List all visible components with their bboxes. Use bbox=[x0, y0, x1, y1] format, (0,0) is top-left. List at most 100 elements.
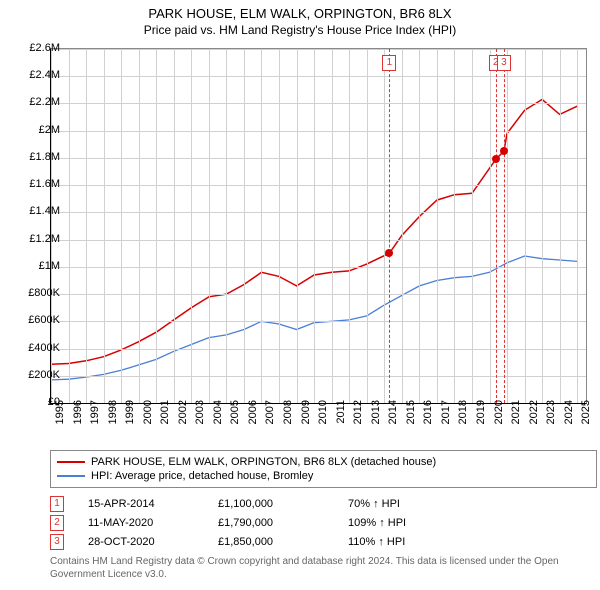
x-axis-label: 2005 bbox=[229, 400, 241, 440]
x-axis-label: 2003 bbox=[194, 400, 206, 440]
y-axis-label: £400K bbox=[12, 342, 60, 354]
gridline-h bbox=[51, 49, 586, 50]
x-axis-label: 2007 bbox=[264, 400, 276, 440]
legend-item: PARK HOUSE, ELM WALK, ORPINGTON, BR6 8LX… bbox=[57, 455, 590, 469]
gridline-v bbox=[437, 49, 438, 403]
gridline-v bbox=[174, 49, 175, 403]
gridline-v bbox=[507, 49, 508, 403]
x-axis-label: 1995 bbox=[54, 400, 66, 440]
x-axis-label: 2018 bbox=[457, 400, 469, 440]
gridline-h bbox=[51, 294, 586, 295]
gridline-h bbox=[51, 158, 586, 159]
gridline-v bbox=[402, 49, 403, 403]
x-axis-label: 2010 bbox=[317, 400, 329, 440]
sales-price: £1,850,000 bbox=[218, 536, 348, 548]
gridline-h bbox=[51, 76, 586, 77]
gridline-h bbox=[51, 321, 586, 322]
gridline-v bbox=[332, 49, 333, 403]
marker-flag: 3 bbox=[497, 55, 511, 71]
y-axis-label: £1.4M bbox=[12, 205, 60, 217]
y-axis-label: £1.6M bbox=[12, 178, 60, 190]
gridline-v bbox=[367, 49, 368, 403]
legend: PARK HOUSE, ELM WALK, ORPINGTON, BR6 8LX… bbox=[50, 450, 597, 488]
chart-subtitle: Price paid vs. HM Land Registry's House … bbox=[0, 23, 600, 37]
gridline-v bbox=[69, 49, 70, 403]
gridline-h bbox=[51, 376, 586, 377]
x-axis-label: 2004 bbox=[212, 400, 224, 440]
gridline-v bbox=[384, 49, 385, 403]
gridline-v bbox=[104, 49, 105, 403]
legend-item: HPI: Average price, detached house, Brom… bbox=[57, 469, 590, 483]
gridline-h bbox=[51, 349, 586, 350]
gridline-v bbox=[542, 49, 543, 403]
x-axis-label: 2011 bbox=[335, 400, 347, 440]
x-axis-label: 2025 bbox=[580, 400, 592, 440]
marker-line bbox=[504, 49, 505, 403]
legend-label: HPI: Average price, detached house, Brom… bbox=[91, 470, 313, 482]
y-axis-label: £2.6M bbox=[12, 42, 60, 54]
y-axis-label: £800K bbox=[12, 287, 60, 299]
x-axis-label: 1998 bbox=[107, 400, 119, 440]
y-axis-label: £2.2M bbox=[12, 96, 60, 108]
legend-swatch bbox=[57, 461, 85, 463]
sales-hpi: 110% ↑ HPI bbox=[348, 536, 468, 548]
gridline-v bbox=[454, 49, 455, 403]
y-axis-label: £1.2M bbox=[12, 233, 60, 245]
x-axis-label: 2009 bbox=[300, 400, 312, 440]
gridline-v bbox=[419, 49, 420, 403]
y-axis-label: £200K bbox=[12, 369, 60, 381]
x-axis-label: 2022 bbox=[528, 400, 540, 440]
gridline-v bbox=[297, 49, 298, 403]
sales-row: 328-OCT-2020£1,850,000110% ↑ HPI bbox=[50, 532, 468, 551]
x-axis-label: 2019 bbox=[475, 400, 487, 440]
x-axis-label: 2008 bbox=[282, 400, 294, 440]
x-axis-label: 2002 bbox=[177, 400, 189, 440]
marker-dot bbox=[385, 249, 393, 257]
gridline-v bbox=[86, 49, 87, 403]
legend-swatch bbox=[57, 475, 85, 477]
gridline-v bbox=[314, 49, 315, 403]
x-axis-label: 1996 bbox=[72, 400, 84, 440]
y-axis-label: £1.8M bbox=[12, 151, 60, 163]
x-axis-label: 2000 bbox=[142, 400, 154, 440]
gridline-h bbox=[51, 212, 586, 213]
gridline-v bbox=[279, 49, 280, 403]
gridline-v bbox=[490, 49, 491, 403]
sales-row: 115-APR-2014£1,100,00070% ↑ HPI bbox=[50, 494, 468, 513]
sales-marker-box: 2 bbox=[50, 515, 64, 531]
title-block: PARK HOUSE, ELM WALK, ORPINGTON, BR6 8LX… bbox=[0, 0, 600, 37]
x-axis-label: 2021 bbox=[510, 400, 522, 440]
gridline-v bbox=[139, 49, 140, 403]
x-axis-label: 2016 bbox=[422, 400, 434, 440]
sales-hpi: 70% ↑ HPI bbox=[348, 498, 468, 510]
x-axis-label: 2001 bbox=[159, 400, 171, 440]
marker-dot bbox=[500, 147, 508, 155]
x-axis-label: 2017 bbox=[440, 400, 452, 440]
gridline-h bbox=[51, 103, 586, 104]
x-axis-label: 2023 bbox=[545, 400, 557, 440]
plot-area: 123 bbox=[50, 48, 587, 404]
x-axis-label: 2013 bbox=[370, 400, 382, 440]
gridline-h bbox=[51, 267, 586, 268]
sales-table: 115-APR-2014£1,100,00070% ↑ HPI211-MAY-2… bbox=[50, 494, 468, 551]
line-layer bbox=[51, 49, 586, 403]
x-axis-label: 2012 bbox=[352, 400, 364, 440]
x-axis-label: 2006 bbox=[247, 400, 259, 440]
gridline-v bbox=[560, 49, 561, 403]
chart-container: PARK HOUSE, ELM WALK, ORPINGTON, BR6 8LX… bbox=[0, 0, 600, 590]
chart-title: PARK HOUSE, ELM WALK, ORPINGTON, BR6 8LX bbox=[0, 6, 600, 21]
y-axis-label: £2M bbox=[12, 124, 60, 136]
sales-row: 211-MAY-2020£1,790,000109% ↑ HPI bbox=[50, 513, 468, 532]
gridline-v bbox=[472, 49, 473, 403]
x-axis-label: 2024 bbox=[563, 400, 575, 440]
sales-price: £1,790,000 bbox=[218, 517, 348, 529]
marker-flag: 1 bbox=[382, 55, 396, 71]
marker-dot bbox=[492, 155, 500, 163]
gridline-h bbox=[51, 240, 586, 241]
gridline-v bbox=[261, 49, 262, 403]
gridline-v bbox=[121, 49, 122, 403]
y-axis-label: £1M bbox=[12, 260, 60, 272]
x-axis-label: 2020 bbox=[493, 400, 505, 440]
gridline-v bbox=[525, 49, 526, 403]
x-axis-label: 2015 bbox=[405, 400, 417, 440]
